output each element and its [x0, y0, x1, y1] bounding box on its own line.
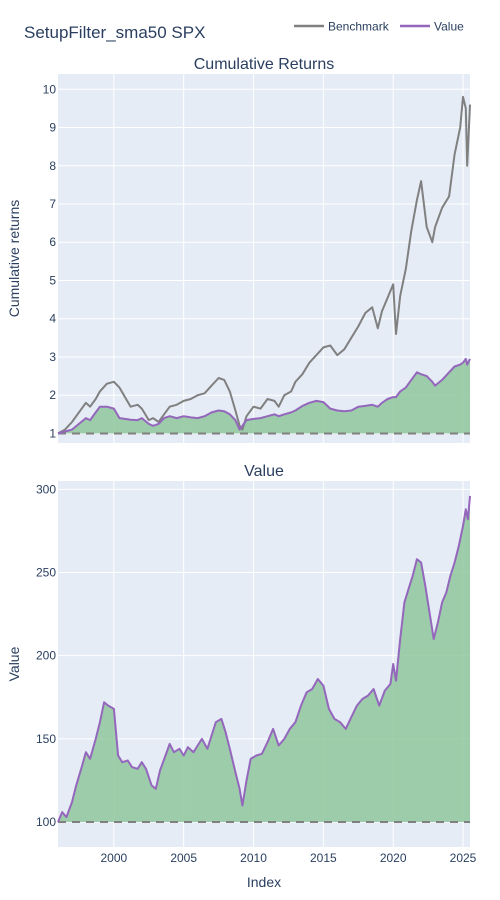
- value-fill-area: [58, 358, 470, 434]
- subplot-title: Cumulative Returns: [194, 56, 335, 73]
- x-tick-label: 2010: [240, 851, 267, 865]
- page-title: SetupFilter_sma50 SPX: [24, 23, 205, 42]
- x-tick-label: 2015: [310, 851, 337, 865]
- series-line-value[interactable]: [57, 357, 471, 435]
- y-tick-label: 300: [36, 482, 56, 496]
- y-tick-label: 100: [36, 815, 56, 829]
- y-tick-label: 8: [49, 159, 56, 173]
- legend-label: Benchmark: [328, 20, 390, 34]
- x-axis-label: Index: [247, 874, 281, 890]
- y-tick-label: 4: [49, 312, 56, 326]
- y-tick-label: 3: [49, 350, 56, 364]
- y-axis-label: Cumulative returns: [6, 200, 22, 318]
- plot-area: [58, 74, 470, 443]
- series-line-value[interactable]: [57, 495, 471, 823]
- y-tick-label: 6: [49, 235, 56, 249]
- value-fill-area: [58, 495, 470, 823]
- chart-panel-1: 1 2 3 4 5 6 7 8 9 10 Cumulative Returns Cumulative …: [6, 56, 471, 443]
- y-tick-label: 2: [49, 388, 56, 402]
- x-tick-label: 2020: [380, 851, 407, 865]
- y-axis-label: Value: [6, 646, 22, 681]
- x-tick-label: 2000: [101, 851, 128, 865]
- subplot-title: Value: [244, 463, 284, 480]
- y-tick-label: 7: [49, 197, 56, 211]
- series-line-benchmark[interactable]: [57, 95, 471, 435]
- y-tick-label: 250: [36, 566, 56, 580]
- y-tick-label: 9: [49, 121, 56, 135]
- y-tick-label: 1: [49, 426, 56, 440]
- chart-panel-2: 100 150 200 250 300 2000 2005 2010 2015 2020 2025 V…: [6, 463, 477, 890]
- chart-panels: 1 2 3 4 5 6 7 8 9 10 Cumulative Returns Cumulative …: [6, 56, 477, 890]
- x-tick-label: 2025: [450, 851, 477, 865]
- y-tick-label: 10: [43, 82, 57, 96]
- y-tick-label: 5: [49, 273, 56, 287]
- legend-item-value[interactable]: Value: [400, 20, 464, 34]
- x-tick-label: 2005: [170, 851, 197, 865]
- legend-item-benchmark[interactable]: Benchmark: [294, 20, 390, 34]
- y-tick-label: 200: [36, 649, 56, 663]
- legend: Benchmark Value: [294, 20, 464, 34]
- legend-label: Value: [434, 20, 464, 34]
- y-tick-label: 150: [36, 732, 56, 746]
